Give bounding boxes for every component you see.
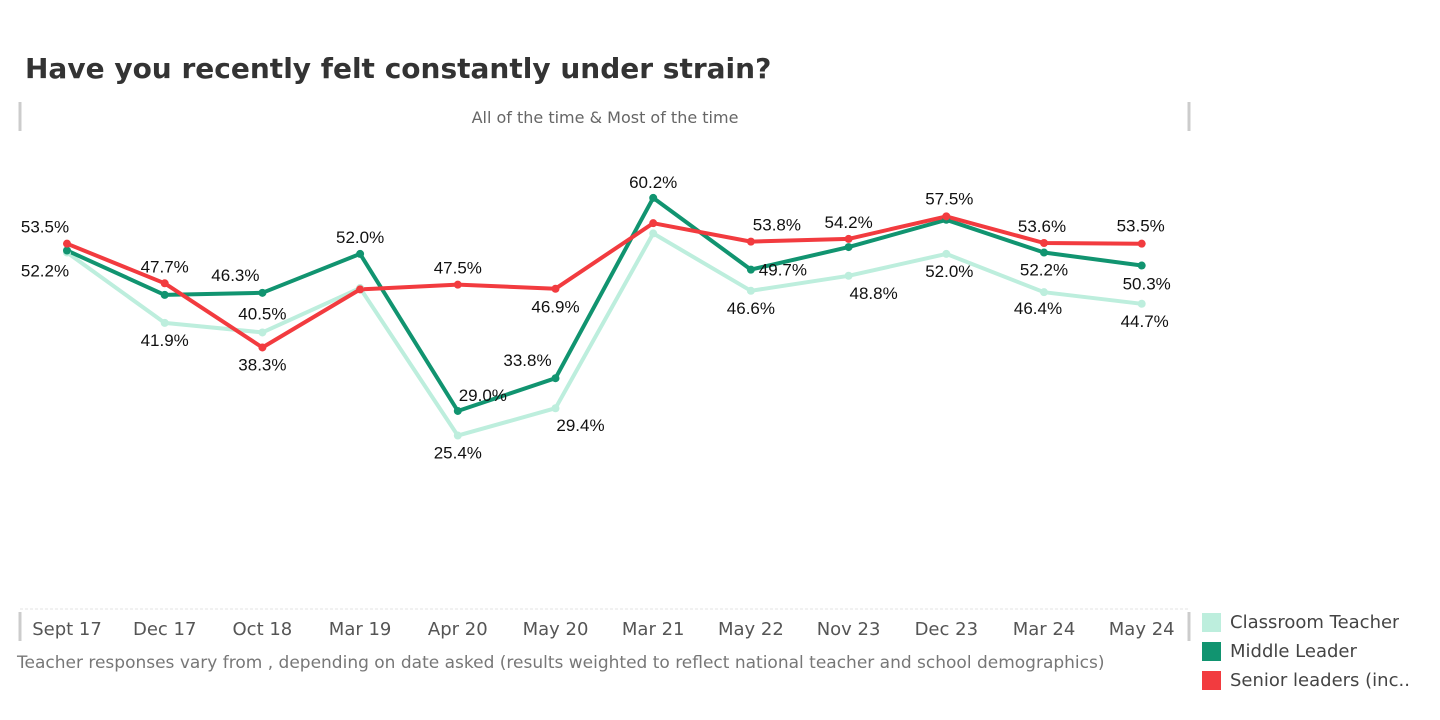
data-label-middle-leader-mar-21: 60.2% xyxy=(629,173,677,192)
data-point-middle-leader-dec-17[interactable] xyxy=(160,290,169,299)
legend-item-senior-leaders[interactable]: Senior leaders (inc.. xyxy=(1202,666,1432,695)
data-label-senior-leaders-inc-sept-17: 53.5% xyxy=(21,218,69,237)
data-label-classroom-teacher-mar-24: 46.4% xyxy=(1014,299,1062,318)
data-label-classroom-teacher-may-20: 29.4% xyxy=(556,416,604,435)
data-label-senior-leaders-inc-dec-23: 57.5% xyxy=(925,189,973,208)
data-label-classroom-teacher-may-22: 46.6% xyxy=(727,299,775,318)
data-label-senior-leaders-inc-mar-24: 53.6% xyxy=(1018,217,1066,236)
legend-item-middle-leader[interactable]: Middle Leader xyxy=(1202,637,1432,666)
series-line-classroom-teacher xyxy=(65,231,1144,438)
legend-swatch-senior-leaders xyxy=(1202,671,1221,690)
x-tick-label-dec-17: Dec 17 xyxy=(133,619,196,640)
data-point-senior-leaders-inc-mar-24[interactable] xyxy=(1040,238,1048,247)
data-label-classroom-teacher-dec-23: 52.0% xyxy=(925,262,973,281)
data-point-senior-leaders-inc-nov-23[interactable] xyxy=(844,234,853,243)
x-tick-label-may-22: May 22 xyxy=(718,619,784,640)
x-tick-label-may-20: May 20 xyxy=(523,619,589,640)
data-point-classroom-teacher-nov-23[interactable] xyxy=(844,271,853,280)
data-point-middle-leader-nov-23[interactable] xyxy=(844,243,853,252)
data-label-middle-leader-mar-24: 52.2% xyxy=(1020,261,1068,280)
x-tick-label-mar-19: Mar 19 xyxy=(329,619,392,640)
data-label-classroom-teacher-sept-17: 52.2% xyxy=(21,262,69,281)
data-point-classroom-teacher-mar-21[interactable] xyxy=(649,229,658,238)
data-label-classroom-teacher-may-24: 44.7% xyxy=(1121,312,1169,331)
data-label-senior-leaders-inc-may-24: 53.5% xyxy=(1117,217,1165,236)
data-label-classroom-teacher-nov-23: 48.8% xyxy=(849,284,897,303)
data-point-classroom-teacher-may-24[interactable] xyxy=(1137,299,1146,308)
legend-label: Middle Leader xyxy=(1230,641,1357,662)
data-point-senior-leaders-inc-apr-20[interactable] xyxy=(453,280,462,289)
x-tick-label-nov-23: Nov 23 xyxy=(817,619,881,640)
x-tick-label-apr-20: Apr 20 xyxy=(428,619,488,640)
data-point-middle-leader-may-20[interactable] xyxy=(551,374,560,383)
data-point-classroom-teacher-oct-18[interactable] xyxy=(258,328,267,337)
data-label-middle-leader-may-20: 33.8% xyxy=(503,351,551,370)
data-label-senior-leaders-inc-oct-18: 38.3% xyxy=(238,355,286,374)
data-label-classroom-teacher-dec-17: 41.9% xyxy=(141,331,189,350)
data-point-middle-leader-sept-17[interactable] xyxy=(63,246,71,255)
data-point-middle-leader-may-24[interactable] xyxy=(1137,261,1146,270)
x-tick-label-mar-24: Mar 24 xyxy=(1013,619,1076,640)
data-point-senior-leaders-inc-dec-17[interactable] xyxy=(160,279,169,288)
data-label-senior-leaders-inc-apr-20: 47.5% xyxy=(434,259,482,278)
data-point-classroom-teacher-mar-24[interactable] xyxy=(1040,288,1048,297)
x-tick-label-mar-21: Mar 21 xyxy=(622,619,685,640)
x-tick-label-sept-17: Sept 17 xyxy=(32,619,102,640)
data-label-middle-leader-apr-20: 29.0% xyxy=(459,386,507,405)
data-label-senior-leaders-inc-dec-17: 47.7% xyxy=(141,257,189,276)
data-label-middle-leader-oct-18: 46.3% xyxy=(211,266,259,285)
data-point-senior-leaders-inc-mar-21[interactable] xyxy=(649,219,658,228)
legend-swatch-classroom-teacher xyxy=(1202,613,1221,632)
data-point-middle-leader-mar-21[interactable] xyxy=(649,193,658,202)
data-label-middle-leader-may-24: 50.3% xyxy=(1123,275,1171,294)
x-tick-label-dec-23: Dec 23 xyxy=(915,619,978,640)
data-point-middle-leader-mar-24[interactable] xyxy=(1040,248,1048,257)
data-label-senior-leaders-inc-may-20: 46.9% xyxy=(531,298,579,317)
data-point-senior-leaders-inc-mar-19[interactable] xyxy=(356,285,365,294)
legend: Classroom Teacher Middle Leader Senior l… xyxy=(1202,608,1432,695)
legend-swatch-middle-leader xyxy=(1202,642,1221,661)
data-point-middle-leader-apr-20[interactable] xyxy=(453,406,462,415)
chart-footnote: Teacher responses vary from , depending … xyxy=(17,653,1105,673)
data-label-classroom-teacher-oct-18: 40.5% xyxy=(238,304,286,323)
data-point-classroom-teacher-apr-20[interactable] xyxy=(453,431,462,440)
x-tick-label-oct-18: Oct 18 xyxy=(233,619,293,640)
series-line-senior-leaders-inc xyxy=(65,214,1144,350)
data-point-senior-leaders-inc-may-22[interactable] xyxy=(746,237,755,246)
data-point-senior-leaders-inc-sept-17[interactable] xyxy=(63,239,71,248)
data-point-classroom-teacher-may-20[interactable] xyxy=(551,404,560,413)
data-label-senior-leaders-inc-may-22: 53.8% xyxy=(753,216,801,235)
data-point-middle-leader-mar-19[interactable] xyxy=(356,249,365,258)
legend-item-classroom-teacher[interactable]: Classroom Teacher xyxy=(1202,608,1432,637)
data-point-classroom-teacher-dec-23[interactable] xyxy=(942,249,951,258)
data-point-middle-leader-may-22[interactable] xyxy=(746,265,755,274)
data-point-senior-leaders-inc-dec-23[interactable] xyxy=(942,212,951,221)
series-line-middle-leader xyxy=(65,195,1144,413)
data-label-middle-leader-may-22: 49.7% xyxy=(759,261,807,280)
data-label-senior-leaders-inc-nov-23: 54.2% xyxy=(824,213,872,232)
legend-label: Classroom Teacher xyxy=(1230,612,1400,633)
data-point-classroom-teacher-may-22[interactable] xyxy=(746,286,755,295)
legend-label: Senior leaders (inc.. xyxy=(1230,670,1410,691)
data-point-classroom-teacher-dec-17[interactable] xyxy=(160,318,169,327)
data-label-middle-leader-mar-19: 52.0% xyxy=(336,228,384,247)
data-point-senior-leaders-inc-oct-18[interactable] xyxy=(258,343,267,352)
data-point-middle-leader-oct-18[interactable] xyxy=(258,288,267,297)
chart-title: Have you recently felt constantly under … xyxy=(25,52,772,85)
data-label-classroom-teacher-apr-20: 25.4% xyxy=(434,444,482,463)
data-point-senior-leaders-inc-may-20[interactable] xyxy=(551,284,560,293)
data-point-senior-leaders-inc-may-24[interactable] xyxy=(1137,239,1146,248)
x-tick-label-may-24: May 24 xyxy=(1109,619,1175,640)
chart-subtitle: All of the time & Most of the time xyxy=(471,108,739,127)
